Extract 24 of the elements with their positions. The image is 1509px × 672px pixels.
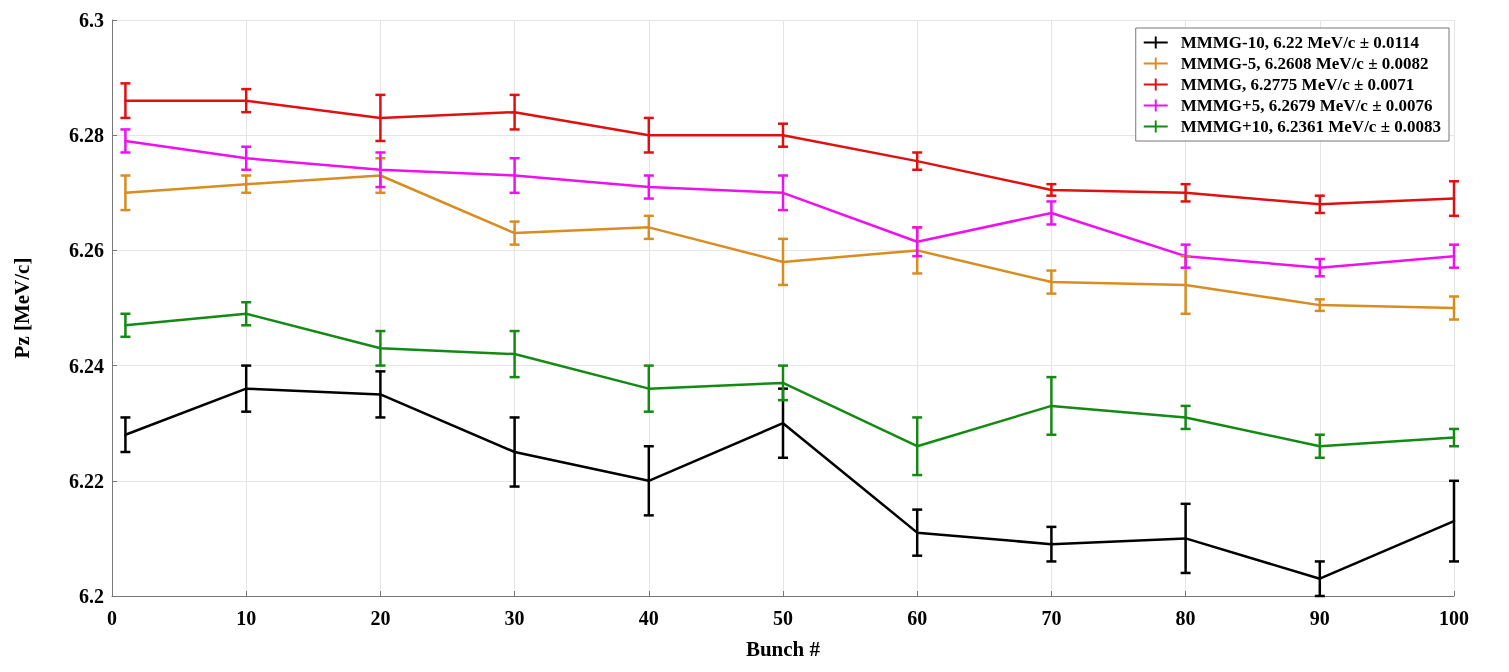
legend-label: MMMG, 6.2775 MeV/c ± 0.0071: [1180, 75, 1415, 94]
x-tick-label: 40: [638, 607, 659, 629]
legend-label: MMMG+10, 6.2361 MeV/c ± 0.0083: [1180, 117, 1441, 136]
x-tick-label: 70: [1041, 607, 1062, 629]
y-tick-label: 6.22: [69, 469, 104, 492]
x-tick-label: 10: [236, 607, 257, 629]
x-tick-label: 100: [1439, 607, 1469, 629]
x-tick-label: 20: [370, 607, 391, 629]
y-tick-label: 6.3: [79, 9, 104, 31]
x-tick-label: 90: [1309, 607, 1330, 629]
x-axis-title: Bunch #: [745, 636, 821, 661]
y-tick-label: 6.26: [69, 239, 104, 262]
x-tick-label: 50: [773, 607, 793, 629]
legend-label: MMMG-5, 6.2608 MeV/c ± 0.0082: [1180, 54, 1429, 73]
legend-label: MMMG+5, 6.2679 MeV/c ± 0.0076: [1180, 96, 1433, 115]
y-axis-title: Pz [MeV/c]: [9, 257, 34, 359]
y-tick-label: 6.28: [69, 124, 104, 147]
legend-label: MMMG-10, 6.22 MeV/c ± 0.0114: [1180, 33, 1420, 52]
x-tick-label: 0: [107, 607, 117, 629]
x-tick-label: 60: [907, 607, 928, 629]
x-tick-label: 30: [504, 607, 525, 629]
y-tick-label: 6.24: [69, 354, 104, 377]
x-tick-label: 80: [1175, 607, 1196, 629]
y-tick-label: 6.2: [79, 585, 104, 607]
